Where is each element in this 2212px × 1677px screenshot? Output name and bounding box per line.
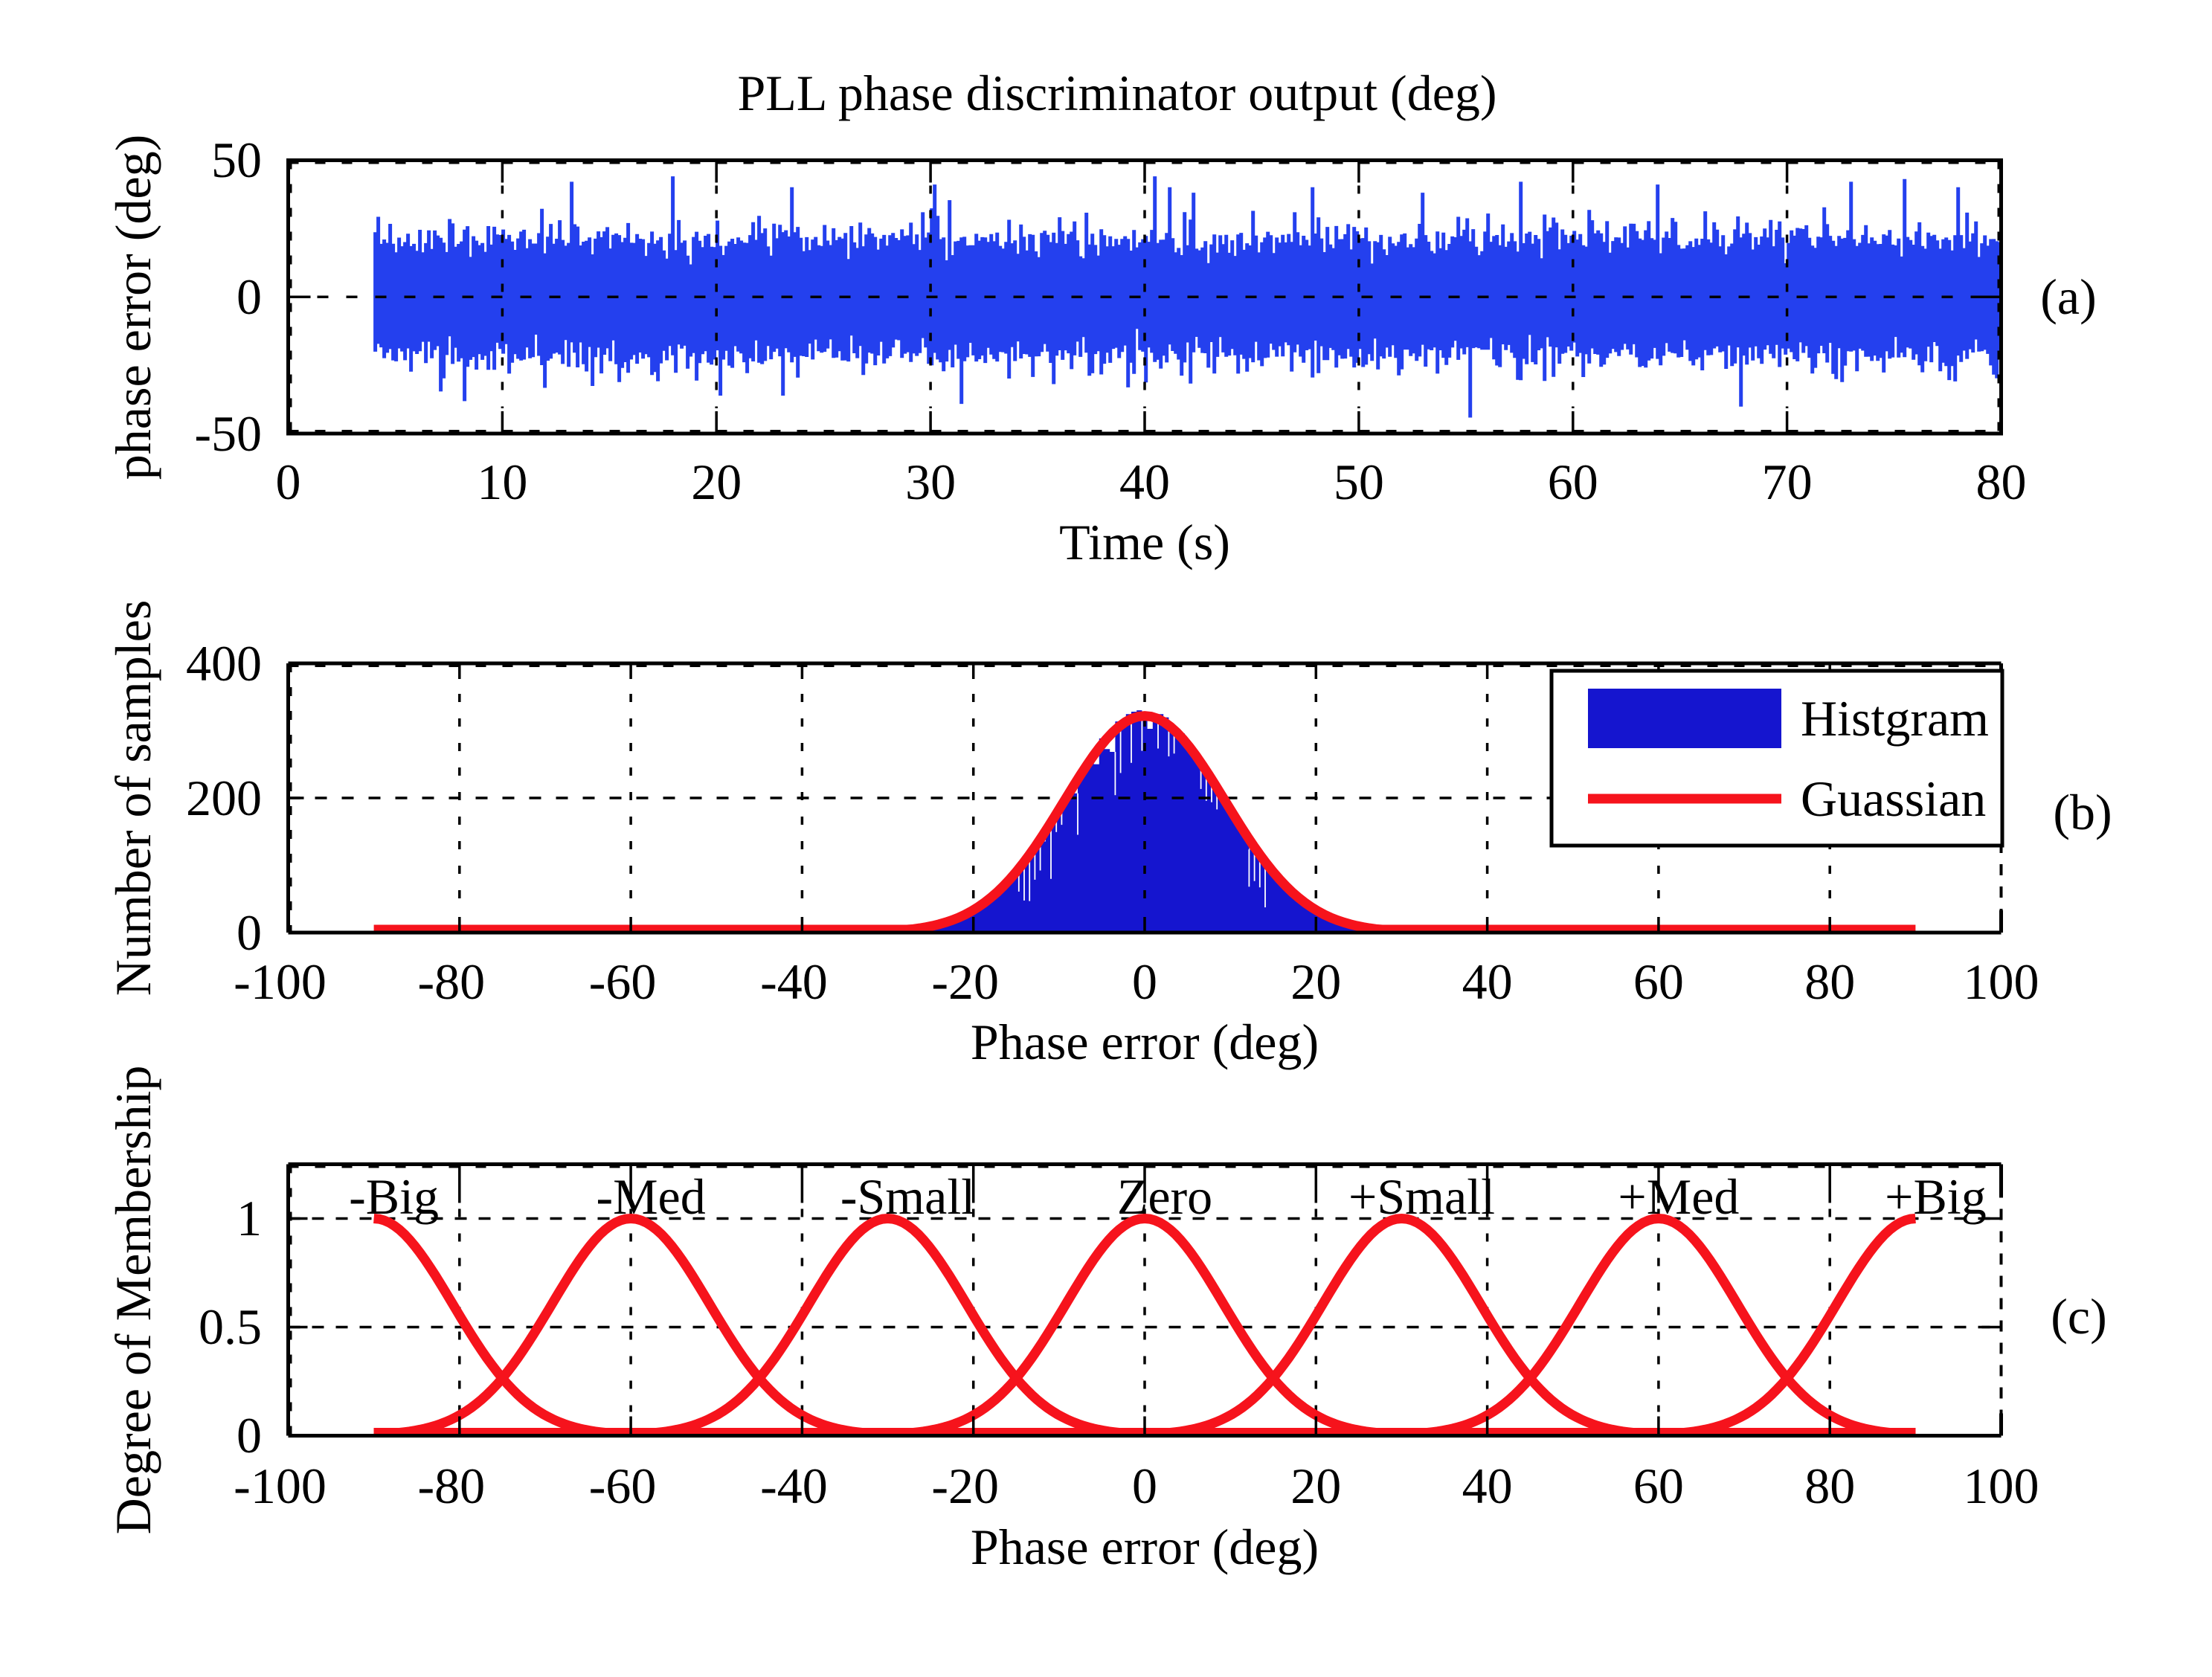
svg-text:-Med: -Med xyxy=(596,1168,705,1225)
svg-text:40: 40 xyxy=(1462,953,1513,1010)
svg-text:100: 100 xyxy=(1964,953,2039,1010)
svg-text:-Small: -Small xyxy=(840,1168,975,1225)
svg-text:-20: -20 xyxy=(931,953,999,1010)
svg-text:Guassian: Guassian xyxy=(1801,770,1986,827)
svg-text:-20: -20 xyxy=(931,1458,999,1514)
svg-text:-60: -60 xyxy=(589,1458,657,1514)
svg-text:-80: -80 xyxy=(417,1458,485,1514)
svg-text:400: 400 xyxy=(186,635,262,692)
svg-text:70: 70 xyxy=(1762,454,1813,510)
svg-text:80: 80 xyxy=(1976,454,2027,510)
svg-text:(a): (a) xyxy=(2040,268,2096,325)
svg-text:60: 60 xyxy=(1633,1458,1684,1514)
svg-text:20: 20 xyxy=(1290,953,1341,1010)
svg-text:-50: -50 xyxy=(194,405,262,462)
svg-text:0: 0 xyxy=(237,1407,262,1464)
svg-text:0: 0 xyxy=(1132,953,1157,1010)
svg-text:20: 20 xyxy=(1290,1458,1341,1514)
svg-text:0: 0 xyxy=(237,268,262,325)
svg-text:Phase error (deg): Phase error (deg) xyxy=(971,1014,1319,1070)
svg-text:-60: -60 xyxy=(589,953,657,1010)
svg-text:0: 0 xyxy=(1132,1458,1157,1514)
svg-text:30: 30 xyxy=(905,454,956,510)
svg-text:80: 80 xyxy=(1804,1458,1855,1514)
svg-text:200: 200 xyxy=(186,770,262,826)
svg-text:Phase error (deg): Phase error (deg) xyxy=(971,1519,1319,1575)
svg-text:(c): (c) xyxy=(2051,1288,2106,1345)
svg-text:0.5: 0.5 xyxy=(199,1298,262,1355)
svg-text:20: 20 xyxy=(691,454,742,510)
svg-text:(b): (b) xyxy=(2053,784,2112,840)
svg-text:Zero: Zero xyxy=(1117,1168,1212,1225)
svg-text:-100: -100 xyxy=(234,953,327,1010)
svg-text:50: 50 xyxy=(1334,454,1384,510)
svg-text:-100: -100 xyxy=(234,1458,327,1514)
svg-text:Degree of Membership: Degree of Membership xyxy=(105,1066,161,1535)
svg-text:-40: -40 xyxy=(760,1458,828,1514)
svg-text:phase error (deg): phase error (deg) xyxy=(105,135,161,480)
svg-text:50: 50 xyxy=(211,132,262,188)
svg-text:40: 40 xyxy=(1462,1458,1513,1514)
svg-text:Time (s): Time (s) xyxy=(1059,514,1230,570)
svg-text:40: 40 xyxy=(1119,454,1170,510)
svg-text:60: 60 xyxy=(1548,454,1598,510)
svg-text:10: 10 xyxy=(477,454,527,510)
svg-text:0: 0 xyxy=(276,454,301,510)
svg-text:0: 0 xyxy=(237,904,262,961)
svg-text:-40: -40 xyxy=(760,953,828,1010)
svg-text:Number of samples: Number of samples xyxy=(105,600,161,997)
svg-text:60: 60 xyxy=(1633,953,1684,1010)
svg-text:1: 1 xyxy=(237,1190,262,1246)
svg-text:-80: -80 xyxy=(417,953,485,1010)
svg-text:+Small: +Small xyxy=(1348,1168,1495,1225)
svg-text:+Med: +Med xyxy=(1618,1168,1739,1225)
svg-text:-Big: -Big xyxy=(349,1168,439,1225)
svg-text:+Big: +Big xyxy=(1885,1168,1987,1225)
svg-text:100: 100 xyxy=(1964,1458,2039,1514)
svg-text:80: 80 xyxy=(1804,953,1855,1010)
svg-text:Histgram: Histgram xyxy=(1801,690,1989,747)
svg-text:PLL phase discriminator output: PLL phase discriminator output (deg) xyxy=(737,65,1496,121)
